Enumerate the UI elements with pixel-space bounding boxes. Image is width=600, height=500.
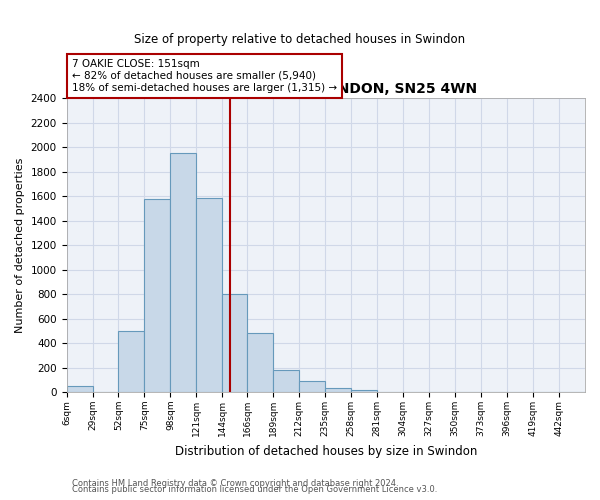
Bar (67, 386, 92, 392)
Bar (145, 199, 170, 392)
Bar (325, 388, 351, 392)
Bar (223, 294, 247, 392)
X-axis label: Distribution of detached houses by size in Swindon: Distribution of detached houses by size … (175, 444, 477, 458)
Bar (299, 381, 325, 392)
Y-axis label: Number of detached properties: Number of detached properties (15, 158, 25, 333)
Bar (247, 334, 273, 392)
Text: Size of property relative to detached houses in Swindon: Size of property relative to detached ho… (134, 32, 466, 46)
Bar (170, 154, 196, 392)
Bar (196, 198, 223, 392)
Text: Contains HM Land Registry data © Crown copyright and database right 2024.: Contains HM Land Registry data © Crown c… (72, 478, 398, 488)
Bar (351, 390, 377, 392)
Bar (273, 370, 299, 392)
Text: Contains public sector information licensed under the Open Government Licence v3: Contains public sector information licen… (72, 485, 437, 494)
Title: 7, OAKIE CLOSE, SWINDON, SN25 4WN: 7, OAKIE CLOSE, SWINDON, SN25 4WN (175, 82, 477, 96)
Bar (118, 331, 145, 392)
Text: 7 OAKIE CLOSE: 151sqm
← 82% of detached houses are smaller (5,940)
18% of semi-d: 7 OAKIE CLOSE: 151sqm ← 82% of detached … (72, 60, 337, 92)
